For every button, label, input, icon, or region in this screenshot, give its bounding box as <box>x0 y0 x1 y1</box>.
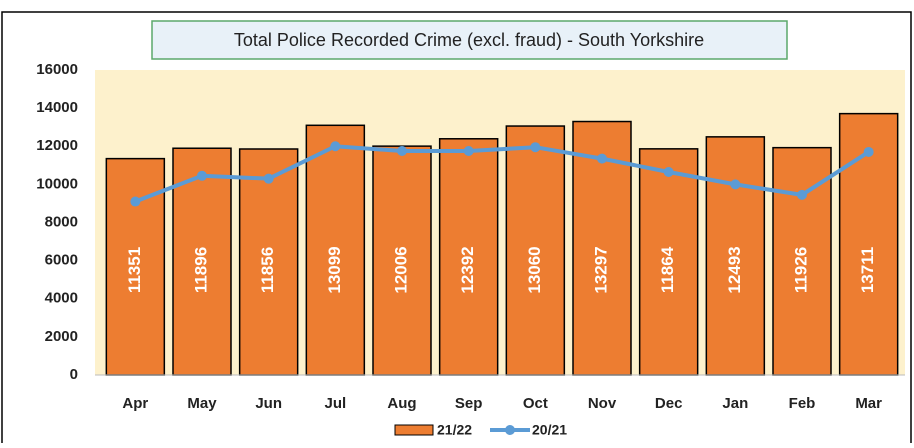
bar <box>838 112 899 376</box>
bar <box>305 124 366 376</box>
bar-value-label: 12392 <box>458 246 477 293</box>
bar-value-label: 13099 <box>325 246 344 293</box>
x-tick-label: May <box>187 395 217 412</box>
bar <box>172 147 232 376</box>
bar <box>705 136 766 376</box>
line-marker <box>797 189 807 200</box>
bar-value-label: 12493 <box>725 246 744 293</box>
legend-label: 21/22 <box>437 422 472 438</box>
bar-value-label: 13297 <box>591 246 610 293</box>
y-tick-label: 12000 <box>36 137 78 154</box>
bar <box>638 148 699 376</box>
legend-label: 20/21 <box>532 422 567 438</box>
y-tick-label: 6000 <box>45 252 78 269</box>
bar-value-label: 11926 <box>791 247 810 293</box>
y-tick-label: 2000 <box>45 328 78 345</box>
bar-value-label: 11896 <box>191 247 210 293</box>
title-box <box>151 20 788 60</box>
bar <box>372 145 432 376</box>
bar-value-label: 11351 <box>125 247 144 293</box>
x-tick-label: Sep <box>455 395 483 412</box>
bar <box>772 146 832 376</box>
line-marker <box>130 196 141 207</box>
line-marker <box>263 173 274 184</box>
bar-value-label: 11856 <box>258 247 277 293</box>
line-marker <box>663 166 674 177</box>
bar-value-label: 12006 <box>391 246 410 293</box>
x-tick-label: Feb <box>789 395 816 412</box>
y-tick-label: 4000 <box>45 290 78 307</box>
y-tick-label: 8000 <box>45 213 78 230</box>
line-marker <box>330 141 341 152</box>
y-tick-label: 10000 <box>36 175 78 192</box>
y-tick-label: 16000 <box>36 61 78 78</box>
line <box>134 144 870 204</box>
x-tick-label: Dec <box>655 395 683 412</box>
line-marker <box>463 146 474 157</box>
y-tick-label: 0 <box>70 366 78 383</box>
x-tick-label: Oct <box>523 395 548 412</box>
line-marker <box>730 179 741 190</box>
legend-swatch <box>394 424 434 436</box>
bar <box>505 125 566 376</box>
line-marker <box>597 153 607 164</box>
bar-value-label: 13060 <box>525 246 544 293</box>
line-marker <box>397 146 407 157</box>
x-tick-label: Nov <box>588 395 617 412</box>
bar-value-label: 11864 <box>658 246 677 293</box>
legend-swatch <box>505 425 515 435</box>
line-marker <box>197 170 207 181</box>
y-tick-label: 14000 <box>36 99 78 116</box>
bar-value-label: 13711 <box>858 247 877 293</box>
line-marker <box>530 142 541 153</box>
x-tick-label: Jan <box>722 395 748 412</box>
x-tick-label: Apr <box>122 395 148 412</box>
x-tick-label: Mar <box>855 395 882 412</box>
bar <box>438 138 499 376</box>
x-tick-label: Aug <box>387 395 416 412</box>
x-tick-label: Jul <box>324 395 346 412</box>
chart-title: Total Police Recorded Crime (excl. fraud… <box>234 30 704 50</box>
bar <box>238 148 299 376</box>
x-tick-label: Jun <box>255 395 282 412</box>
line-marker <box>863 146 874 157</box>
